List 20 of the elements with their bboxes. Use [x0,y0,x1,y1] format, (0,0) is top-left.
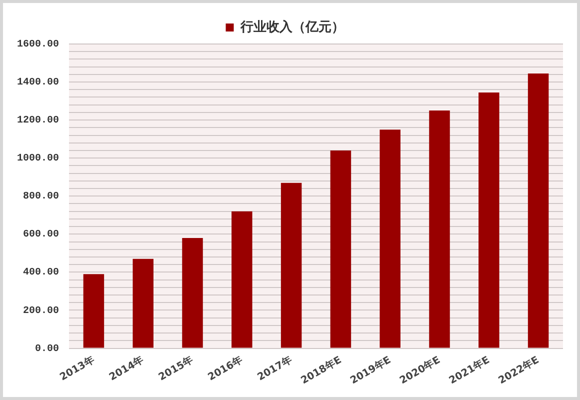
bar [280,182,302,348]
bar [478,92,500,348]
y-tick-label: 200.00 [22,306,60,317]
y-tick-label: 400.00 [22,268,60,279]
y-tick-label: 600.00 [22,230,60,241]
bar [132,258,154,348]
y-tick-label: 800.00 [22,192,60,203]
legend-label: 行业收入（亿元） [239,18,344,35]
bar [528,73,549,348]
y-tick-label: 1400.00 [16,78,60,89]
y-tick-label: 1000.00 [16,154,60,165]
bar [330,150,352,348]
y-tick-label: 1200.00 [16,116,60,127]
y-tick-label: 0.00 [34,344,60,355]
y-tick-label: 1600.00 [16,40,60,51]
bar [83,274,104,348]
bar [232,211,252,348]
bar [182,238,203,348]
bar [380,130,400,348]
bar [429,110,450,348]
